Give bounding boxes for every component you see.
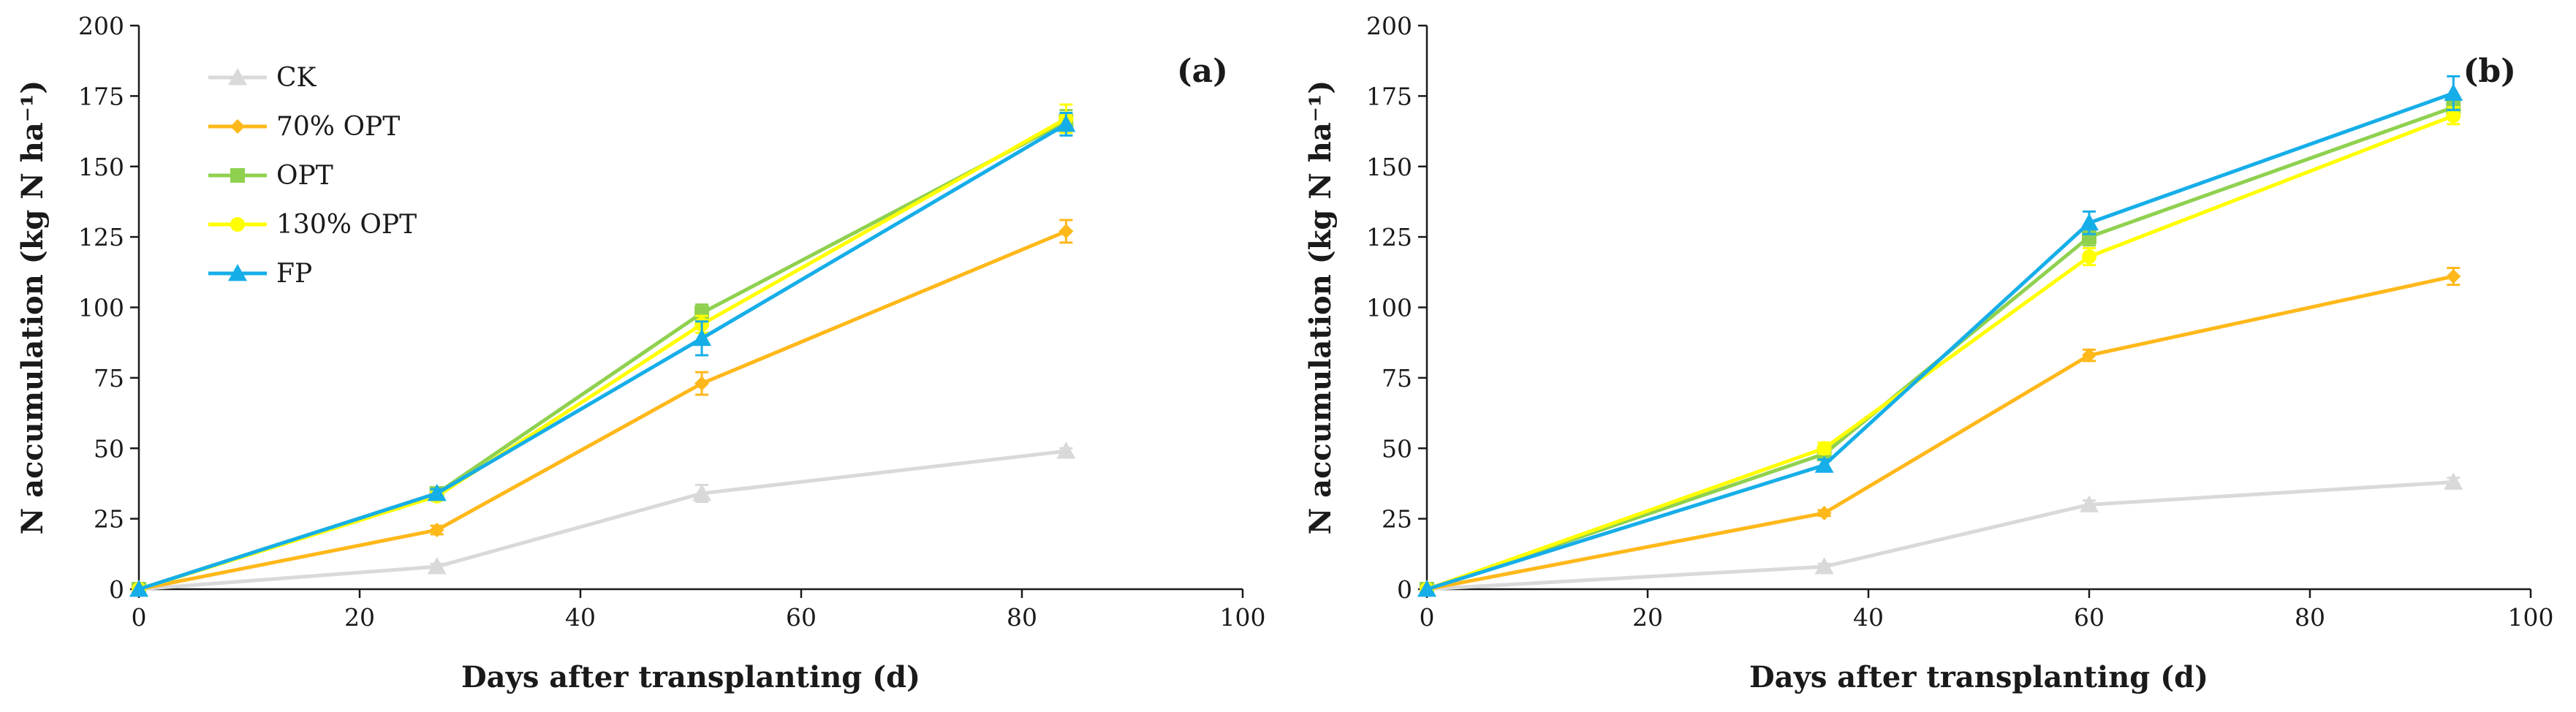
- y-tick-label: 100: [78, 294, 124, 322]
- x-tick-label: 60: [786, 603, 817, 632]
- legend-label: FP: [276, 259, 312, 289]
- y-tick-label: 150: [78, 153, 124, 181]
- x-tick-label: 40: [565, 603, 596, 632]
- data-point-fp: [1814, 455, 1834, 473]
- series-70pct-opt: [1420, 267, 2461, 597]
- series-line-fp: [138, 122, 1067, 591]
- data-point-70pct-opt: [1058, 224, 1074, 239]
- series-ck: [1417, 472, 2463, 597]
- legend-item-fp: FP: [208, 259, 312, 289]
- x-tick-label: 100: [1220, 603, 1266, 632]
- y-tick-label: 75: [94, 364, 124, 393]
- legend-marker: [230, 217, 245, 232]
- x-tick-label: 20: [344, 603, 375, 632]
- data-point-fp: [129, 580, 148, 597]
- panel-label-b: (b): [2463, 53, 2516, 90]
- data-point-ck: [1056, 442, 1076, 459]
- x-tick-label: 40: [1853, 603, 1884, 632]
- y-tick-label: 125: [1366, 223, 1412, 251]
- data-point-fp: [427, 483, 447, 501]
- data-point-70pct-opt: [429, 523, 444, 538]
- data-point-ck: [2444, 472, 2463, 490]
- y-tick-label: 125: [78, 223, 124, 251]
- data-point-fp: [1417, 580, 1436, 597]
- y-tick-label: 175: [78, 82, 124, 110]
- legend-item-70pct-opt: 70% OPT: [208, 112, 400, 142]
- series-70pct-opt: [132, 219, 1074, 597]
- legend-item-opt: OPT: [208, 161, 333, 191]
- data-point-70pct-opt: [694, 376, 710, 391]
- data-point-130pct-opt: [2446, 108, 2461, 124]
- series-line-70pct-opt: [1426, 274, 2454, 591]
- legend-marker: [230, 168, 245, 183]
- legend-label: CK: [276, 63, 317, 93]
- x-tick-label: 80: [2295, 603, 2325, 632]
- x-axis-title: Days after transplanting (d): [461, 660, 920, 694]
- x-tick-label: 20: [1632, 603, 1663, 632]
- y-tick-label: 75: [1382, 364, 1412, 393]
- data-point-70pct-opt: [1817, 505, 1832, 520]
- x-tick-label: 80: [1007, 603, 1037, 632]
- y-tick-label: 25: [94, 505, 124, 534]
- x-tick-label: 60: [2074, 603, 2105, 632]
- legend-marker: [230, 119, 245, 134]
- x-tick-label: 0: [132, 603, 147, 632]
- legend-item-ck: CK: [208, 63, 317, 93]
- x-tick-label: 100: [2508, 603, 2554, 632]
- y-tick-label: 25: [1382, 505, 1412, 534]
- chart-panel-b: 0 25 50 75 100 125 150 175 200 0 20 40 60 80 100 Days a…: [1303, 12, 2554, 694]
- y-axis-title: N accumulation (kg N ha⁻¹): [15, 80, 50, 535]
- legend-item-130pct-opt: 130% OPT: [208, 210, 417, 240]
- legend-label: OPT: [276, 161, 333, 191]
- chart-panel-a: 0 25 50 75 100 125 150 175 200 0 20 40 60 80 100 Days a…: [15, 12, 1266, 694]
- data-point-130pct-opt: [1817, 441, 1832, 456]
- series-fp: [1417, 75, 2463, 597]
- series-line-130pct-opt: [1426, 114, 2455, 591]
- legend: CK 70% OPT OPT 130% OPT FP: [208, 63, 417, 289]
- data-point-ck: [2080, 495, 2099, 512]
- legend-label: 130% OPT: [276, 210, 417, 240]
- x-tick-label: 0: [1420, 603, 1435, 632]
- y-tick-label: 0: [109, 575, 124, 604]
- series-ck: [129, 442, 1076, 597]
- series-fp: [129, 112, 1076, 597]
- x-axis-title: Days after transplanting (d): [1749, 660, 2208, 694]
- data-point-70pct-opt: [2082, 348, 2096, 363]
- legend-label: 70% OPT: [276, 112, 400, 142]
- y-tick-label: 50: [1382, 434, 1412, 463]
- series-line-70pct-opt: [138, 230, 1067, 591]
- y-tick-label: 100: [1366, 294, 1412, 322]
- y-axis-title: N accumulation (kg N ha⁻¹): [1303, 80, 1338, 535]
- data-point-fp: [2444, 83, 2463, 101]
- y-tick-label: 200: [78, 12, 124, 40]
- series-130pct-opt: [1420, 106, 2461, 597]
- series-opt: [132, 109, 1074, 597]
- data-point-70pct-opt: [2446, 269, 2461, 284]
- data-point-fp: [2080, 213, 2099, 231]
- data-point-ck: [1814, 557, 1834, 575]
- series-line-ck: [1426, 480, 2454, 591]
- data-point-fp: [1056, 114, 1076, 132]
- panel-label-a: (a): [1177, 53, 1228, 90]
- y-tick-label: 0: [1397, 575, 1412, 604]
- series-line-fp: [1426, 91, 2455, 591]
- legend-marker: [228, 264, 247, 281]
- data-point-ck: [692, 483, 712, 501]
- y-tick-label: 150: [1366, 153, 1412, 181]
- data-point-ck: [427, 557, 447, 575]
- y-tick-label: 50: [94, 434, 124, 463]
- series-line-opt: [1426, 105, 2455, 591]
- series-line-ck: [138, 449, 1067, 591]
- legend-marker: [228, 68, 247, 86]
- y-tick-label: 175: [1366, 82, 1412, 110]
- y-tick-label: 200: [1366, 12, 1412, 40]
- data-point-fp: [692, 328, 712, 346]
- data-point-130pct-opt: [2082, 249, 2096, 265]
